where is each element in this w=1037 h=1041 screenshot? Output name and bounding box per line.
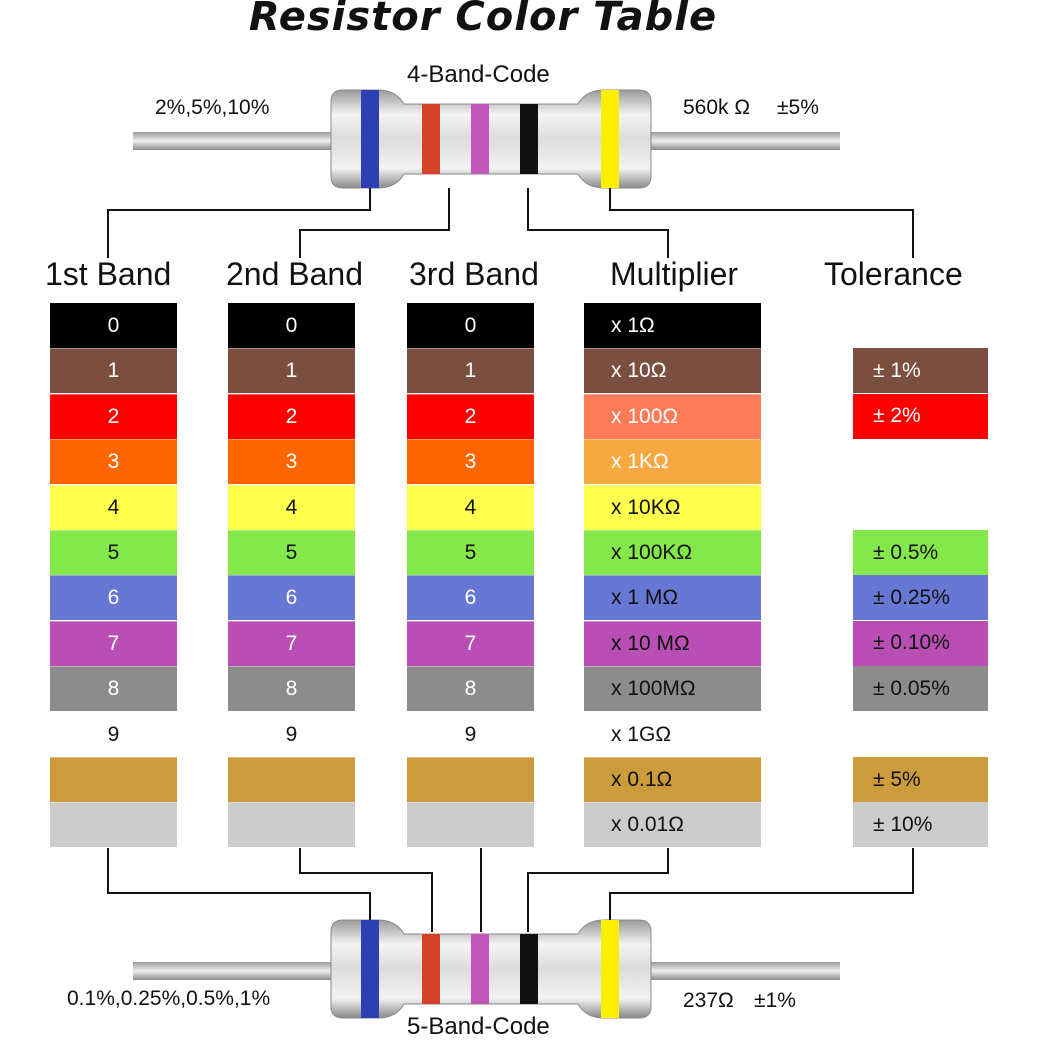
band3-violet-cell: 7 — [407, 620, 534, 666]
multiplier-blue-cell: x 1 MΩ — [584, 575, 761, 621]
band1-yellow-cell: 4 — [50, 484, 177, 530]
connector-bottom-tolerance — [609, 848, 914, 920]
header-tolerance: Tolerance — [824, 256, 963, 292]
band2-gold-cell — [228, 757, 355, 802]
band2-gray-cell: 8 — [228, 666, 355, 712]
tolerance-brown-cell: ± 1% — [853, 348, 988, 394]
five-band-example-tolerance: ±1% — [754, 989, 796, 1012]
band2-red-cell: 2 — [228, 393, 355, 439]
four-band-right-lead — [640, 132, 840, 150]
band1-green-cell: 5 — [50, 530, 177, 575]
connector-top-band2 — [299, 188, 450, 258]
multiplier-silver-cell: x 0.01Ω — [584, 802, 761, 848]
band2-green-cell: 5 — [228, 530, 355, 575]
four-band-tolerance-note: 2%,5%,10% — [155, 96, 270, 119]
band3-silver-cell — [407, 802, 534, 848]
five-band-body — [330, 919, 652, 1019]
five-band-resistor-band-3 — [471, 934, 489, 1004]
band2-violet-cell: 7 — [228, 620, 355, 666]
band1-red-cell: 2 — [50, 393, 177, 439]
five-band-resistor-band-2 — [422, 934, 440, 1004]
band1-black-cell: 0 — [50, 303, 177, 348]
five-band-resistor-band-5 — [601, 920, 619, 1018]
band2-brown-cell: 1 — [228, 348, 355, 394]
four-band-body — [330, 89, 652, 189]
tolerance-gray-cell: ± 0.05% — [853, 666, 988, 712]
band2-orange-cell: 3 — [228, 439, 355, 485]
connector-bottom-band2 — [299, 848, 433, 932]
four-band-resistor-band-5 — [601, 90, 619, 188]
band1-brown-cell: 1 — [50, 348, 177, 394]
band2-silver-cell — [228, 802, 355, 848]
band3-orange-cell: 3 — [407, 439, 534, 485]
tolerance-gold-cell: ± 5% — [853, 757, 988, 802]
band3-gold-cell — [407, 757, 534, 802]
multiplier-black-cell: x 1Ω — [584, 303, 761, 348]
band3-green-cell: 5 — [407, 530, 534, 575]
tolerance-silver-cell: ± 10% — [853, 802, 988, 848]
band1-orange-cell: 3 — [50, 439, 177, 485]
five-band-tolerance-note: 0.1%,0.25%,0.5%,1% — [67, 987, 271, 1010]
band3-brown-cell: 1 — [407, 348, 534, 394]
connector-bottom-multiplier — [527, 848, 669, 932]
band1-gray-cell: 8 — [50, 666, 177, 712]
band3-red-cell: 2 — [407, 393, 534, 439]
multiplier-gold-cell: x 0.1Ω — [584, 757, 761, 802]
band3-black-cell: 0 — [407, 303, 534, 348]
multiplier-brown-cell: x 10Ω — [584, 348, 761, 394]
band3-white-cell: 9 — [407, 711, 534, 757]
four-band-resistor-band-3 — [471, 104, 489, 174]
band2-blue-cell: 6 — [228, 575, 355, 621]
multiplier-orange-cell: x 1KΩ — [584, 439, 761, 485]
band2-black-cell: 0 — [228, 303, 355, 348]
band1-gold-cell — [50, 757, 177, 802]
tolerance-blue-cell: ± 0.25% — [853, 575, 988, 621]
four-band-resistor-illustration — [133, 89, 840, 189]
header-multiplier: Multiplier — [610, 256, 739, 292]
multiplier-green-cell: x 100KΩ — [584, 530, 761, 575]
band3-blue-cell: 6 — [407, 575, 534, 621]
band1-blue-cell: 6 — [50, 575, 177, 621]
header-band3: 3rd Band — [409, 256, 539, 292]
four-band-resistor-band-1 — [361, 90, 379, 188]
header-band2: 2nd Band — [226, 256, 364, 292]
five-band-example-value: 237Ω — [683, 989, 734, 1012]
connector-top-band1 — [107, 188, 371, 258]
four-band-example-tolerance: ±5% — [777, 96, 819, 119]
band1-white-cell: 9 — [50, 711, 177, 757]
band1-silver-cell — [50, 802, 177, 848]
page-title: Resistor Color Table — [248, 0, 718, 40]
band2-yellow-cell: 4 — [228, 484, 355, 530]
connector-top-multiplier — [527, 188, 669, 258]
band3-gray-cell: 8 — [407, 666, 534, 712]
header-band1: 1st Band — [45, 256, 172, 292]
band3-yellow-cell: 4 — [407, 484, 534, 530]
band2-white-cell: 9 — [228, 711, 355, 757]
connector-top-tolerance — [609, 188, 914, 258]
five-band-resistor-band-4 — [520, 934, 538, 1004]
multiplier-gray-cell: x 100MΩ — [584, 666, 761, 712]
tolerance-red-cell: ± 2% — [853, 393, 988, 439]
five-band-resistor-illustration — [133, 919, 840, 1019]
connector-bottom-band1 — [107, 848, 371, 920]
band1-violet-cell: 7 — [50, 620, 177, 666]
tolerance-green-cell: ± 0.5% — [853, 530, 988, 575]
four-band-left-lead — [133, 132, 333, 150]
four-band-resistor-band-4 — [520, 104, 538, 174]
five-band-resistor-band-1 — [361, 920, 379, 1018]
multiplier-white-cell: x 1GΩ — [584, 711, 761, 757]
four-band-code-label: 4-Band-Code — [407, 61, 550, 88]
five-band-code-label: 5-Band-Code — [407, 1013, 550, 1040]
four-band-example-value: 560k Ω — [683, 96, 751, 119]
multiplier-violet-cell: x 10 MΩ — [584, 620, 761, 666]
five-band-left-lead — [133, 962, 333, 980]
four-band-resistor-band-2 — [422, 104, 440, 174]
multiplier-red-cell: x 100Ω — [584, 393, 761, 439]
multiplier-yellow-cell: x 10KΩ — [584, 484, 761, 530]
tolerance-violet-cell: ± 0.10% — [853, 620, 988, 666]
five-band-right-lead — [640, 962, 840, 980]
